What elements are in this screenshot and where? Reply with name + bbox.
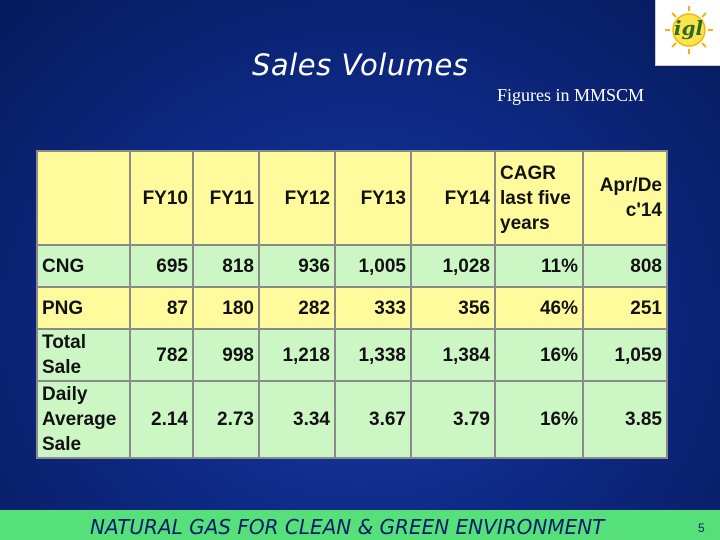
row-label-line: Sale — [42, 357, 82, 378]
table-cell: 180 — [192, 286, 260, 330]
header-fy10: FY10 — [129, 150, 194, 246]
table-cell: 1,028 — [410, 244, 496, 288]
table-cell: 282 — [258, 286, 336, 330]
igl-logo: igl — [655, 0, 720, 66]
table-cell: 1,005 — [334, 244, 412, 288]
table-row: Daily Average Sale 2.14 2.73 3.34 3.67 3… — [36, 380, 668, 459]
row-label-line: Sale — [42, 434, 82, 455]
row-label: Total Sale — [36, 328, 131, 382]
header-cagr-line: years — [500, 212, 550, 234]
table-cell: 1,059 — [582, 328, 668, 382]
row-label: Daily Average Sale — [36, 380, 131, 459]
table-cell: 695 — [129, 244, 194, 288]
page-number: 5 — [698, 521, 705, 535]
table-cell: 2.14 — [129, 380, 194, 459]
table-row: CNG 695 818 936 1,005 1,028 11% 808 — [36, 244, 668, 288]
header-cagr: CAGR last five years — [494, 150, 584, 246]
table-cell: 808 — [582, 244, 668, 288]
header-cagr-line: last five — [500, 187, 571, 209]
logo-sun-icon — [665, 6, 713, 54]
units-note: Figures in MMSCM — [497, 85, 645, 105]
table-cell: 356 — [410, 286, 496, 330]
table-cell: 3.34 — [258, 380, 336, 459]
table-cell: 333 — [334, 286, 412, 330]
header-ytd: Apr/De c'14 — [582, 150, 668, 246]
table-row: PNG 87 180 282 333 356 46% 251 — [36, 286, 668, 330]
header-fy14: FY14 — [410, 150, 496, 246]
row-label: PNG — [36, 286, 131, 330]
header-corner — [36, 150, 131, 246]
table-cell: 16% — [494, 380, 584, 459]
table-cell: 3.67 — [334, 380, 412, 459]
footer-slogan: NATURAL GAS FOR CLEAN & GREEN ENVIRONMEN… — [90, 515, 605, 539]
header-fy11: FY11 — [192, 150, 260, 246]
header-fy13: FY13 — [334, 150, 412, 246]
table-cell: 1,384 — [410, 328, 496, 382]
header-fy12: FY12 — [258, 150, 336, 246]
slide-title: Sales Volumes — [252, 48, 469, 82]
table-cell: 936 — [258, 244, 336, 288]
table-row: Total Sale 782 998 1,218 1,338 1,384 16%… — [36, 328, 668, 382]
row-label-line: Total — [42, 332, 86, 353]
sales-volume-table: FY10 FY11 FY12 FY13 FY14 CAGR last five … — [36, 150, 668, 459]
table-cell: 998 — [192, 328, 260, 382]
row-label-line: Daily — [42, 384, 88, 405]
table-cell: 11% — [494, 244, 584, 288]
table-cell: 87 — [129, 286, 194, 330]
table-cell: 2.73 — [192, 380, 260, 459]
header-ytd-line: c'14 — [625, 200, 662, 221]
table-cell: 1,218 — [258, 328, 336, 382]
table-cell: 1,338 — [334, 328, 412, 382]
header-ytd-line: Apr/De — [599, 175, 662, 196]
row-label-line: PNG — [42, 297, 84, 319]
table-cell: 46% — [494, 286, 584, 330]
logo-text: igl — [673, 16, 704, 40]
header-row: FY10 FY11 FY12 FY13 FY14 CAGR last five … — [36, 150, 668, 246]
table-cell: 3.85 — [582, 380, 668, 459]
footer-bar — [0, 510, 720, 540]
row-label-line: Average — [42, 409, 117, 430]
table-cell: 782 — [129, 328, 194, 382]
row-label: CNG — [36, 244, 131, 288]
header-cagr-line: CAGR — [500, 162, 556, 184]
row-label-line: CNG — [42, 255, 85, 277]
table-cell: 3.79 — [410, 380, 496, 459]
table-cell: 16% — [494, 328, 584, 382]
table-cell: 818 — [192, 244, 260, 288]
table-cell: 251 — [582, 286, 668, 330]
